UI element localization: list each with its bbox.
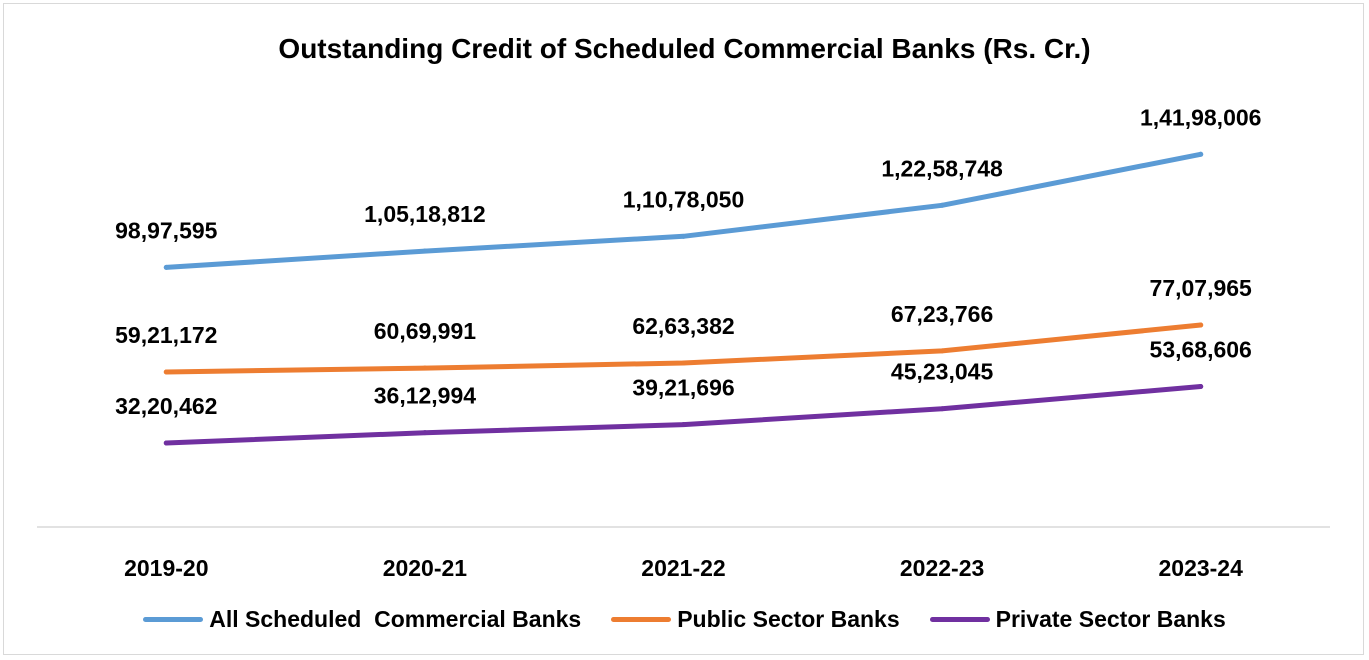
- data-label: 1,22,58,748: [881, 155, 1003, 181]
- data-point: [939, 348, 945, 354]
- data-label: 98,97,595: [115, 217, 218, 243]
- chart-title: Outstanding Credit of Scheduled Commerci…: [278, 33, 1091, 64]
- data-point: [163, 264, 169, 270]
- legend-item: All Scheduled Commercial Banks: [143, 606, 581, 633]
- legend-label: Private Sector Banks: [995, 606, 1226, 632]
- data-label: 59,21,172: [115, 322, 217, 348]
- legend-label: Public Sector Banks: [677, 606, 900, 632]
- data-label: 77,07,965: [1150, 275, 1253, 301]
- legend-item: Private Sector Banks: [929, 606, 1226, 633]
- data-point: [1198, 384, 1204, 390]
- data-label: 45,23,045: [891, 359, 994, 385]
- data-label: 36,12,994: [374, 383, 477, 409]
- data-point: [422, 248, 428, 254]
- data-label: 62,63,382: [632, 313, 734, 339]
- data-label: 1,10,78,050: [623, 186, 745, 212]
- data-point: [163, 440, 169, 446]
- data-point: [681, 233, 686, 239]
- data-point: [163, 369, 169, 375]
- data-point: [1198, 322, 1204, 328]
- x-tick-label: 2020-21: [383, 555, 468, 581]
- x-tick-label: 2023-24: [1158, 555, 1243, 581]
- data-point: [939, 406, 945, 412]
- x-tick-label: 2019-20: [124, 555, 208, 581]
- legend-swatch: [143, 617, 204, 622]
- data-label: 1,05,18,812: [364, 201, 486, 227]
- x-tick-label: 2022-23: [900, 555, 984, 581]
- data-point: [681, 360, 686, 366]
- data-label: 32,20,462: [115, 393, 217, 419]
- data-label: 39,21,696: [632, 375, 734, 401]
- data-point: [939, 202, 945, 208]
- data-label: 53,68,606: [1150, 337, 1252, 363]
- data-point: [422, 365, 428, 371]
- legend-item: Public Sector Banks: [611, 606, 900, 633]
- legend-swatch: [929, 617, 990, 622]
- x-tick-label: 2021-22: [641, 555, 725, 581]
- data-label: 60,69,991: [374, 318, 477, 344]
- data-point: [681, 422, 686, 428]
- data-label: 1,41,98,006: [1140, 104, 1262, 130]
- chart-legend: All Scheduled Commercial Banks Public Sec…: [0, 606, 1369, 633]
- data-point: [422, 430, 428, 436]
- data-label: 67,23,766: [891, 301, 993, 327]
- legend-swatch: [611, 617, 672, 622]
- legend-label: All Scheduled Commercial Banks: [209, 606, 582, 632]
- data-point: [1198, 151, 1204, 157]
